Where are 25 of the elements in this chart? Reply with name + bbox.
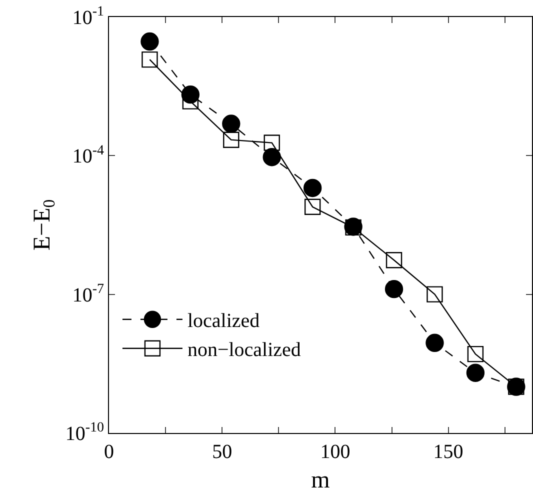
x-tick-label: 50 xyxy=(212,441,232,463)
point xyxy=(304,198,321,215)
x-axis-title: m xyxy=(311,467,330,494)
legend-label: localized xyxy=(187,310,260,332)
point xyxy=(223,132,240,148)
point xyxy=(222,114,240,133)
point xyxy=(426,334,444,352)
point xyxy=(262,148,281,166)
point xyxy=(303,178,322,198)
point xyxy=(426,286,443,302)
point xyxy=(386,252,402,268)
point xyxy=(467,346,484,362)
y-tick-label: 10$^{-7}$ xyxy=(72,282,104,306)
point xyxy=(264,134,280,151)
y-tick-label: 10$^{-10}$ xyxy=(65,420,104,445)
x-tick-label: 100 xyxy=(320,441,350,463)
x-tick-label: 0 xyxy=(104,441,114,463)
point xyxy=(140,32,159,51)
point xyxy=(384,280,404,298)
y-tick-label: 10$^{-1}$ xyxy=(72,4,104,29)
point xyxy=(142,51,158,68)
y-tick-label: 10$^{-4}$ xyxy=(72,143,104,168)
legend-label: non−localized xyxy=(187,339,301,362)
point xyxy=(466,364,485,382)
x-tick-label: 150 xyxy=(433,441,464,463)
